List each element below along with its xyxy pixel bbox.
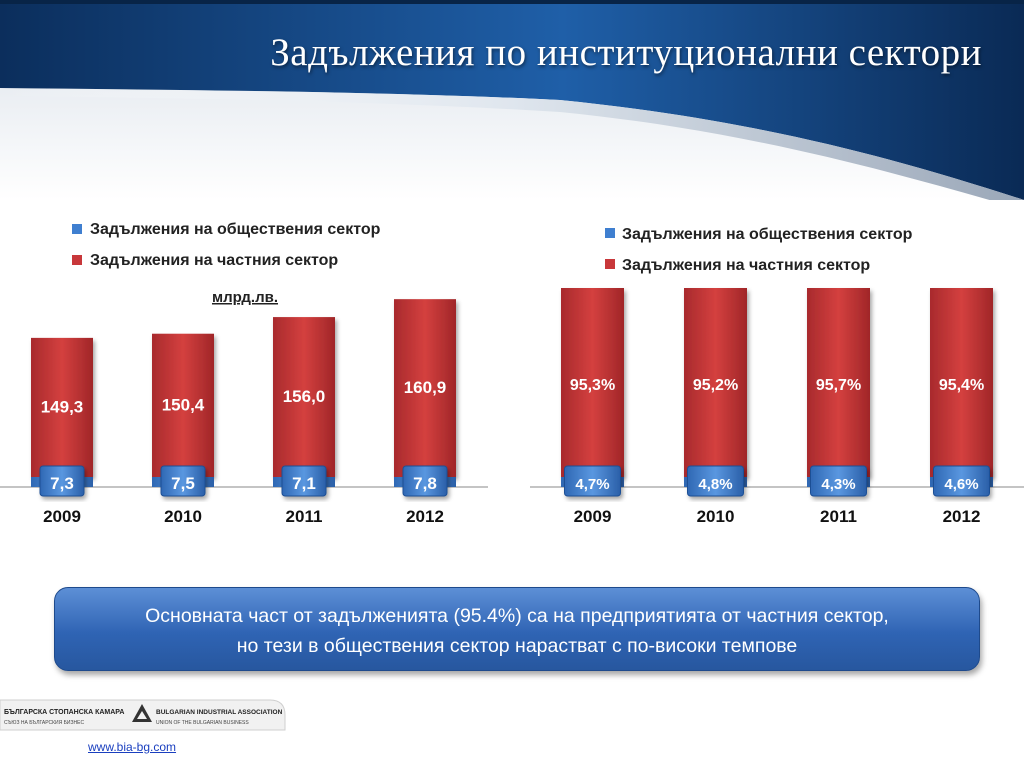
unit-label: млрд.лв. (212, 289, 278, 306)
legend-swatch-private (605, 259, 615, 269)
data-label-box-public-2011 (281, 465, 327, 497)
category-label-2010: 2010 (164, 507, 202, 526)
data-label-private-2010: 150,4 (162, 395, 205, 414)
legend-label-private: Задължения на частния сектор (622, 257, 870, 274)
category-label-2010: 2010 (697, 507, 735, 526)
website-link[interactable]: www.bia-bg.com (88, 740, 177, 754)
data-label-public-2012: 4,6% (944, 476, 978, 493)
bar-private-2009 (31, 337, 93, 477)
summary-callout: Основната част от задълженията (95.4%) с… (54, 587, 980, 671)
data-label-private-2009: 149,3 (41, 397, 84, 416)
data-label-box-public-2010 (687, 465, 744, 497)
data-label-private-2011: 156,0 (283, 387, 326, 406)
bar-private-2012 (394, 299, 456, 477)
chart-absolute: Задължения на обществения сектор Задълже… (0, 221, 488, 526)
legend-label-public: Задължения на обществения сектор (622, 226, 913, 243)
legend-label-public: Задължения на обществения сектор (90, 221, 381, 238)
data-label-box-public-2010 (160, 465, 206, 497)
data-label-public-2010: 7,5 (171, 474, 195, 493)
footer-logo-band: БЪЛГАРСКА СТОПАНСКА КАМАРА СЪЮЗ НА БЪЛГА… (0, 699, 286, 731)
bar-private-2010 (684, 288, 747, 477)
data-label-box-public-2012 (933, 465, 990, 497)
data-label-private-2011: 95,7% (816, 377, 861, 394)
callout-line-1: Основната част от задълженията (95.4%) с… (145, 605, 889, 627)
data-label-box-public-2009 (39, 465, 85, 497)
data-label-public-2009: 7,3 (50, 474, 74, 493)
org-name-en: BULGARIAN INDUSTRIAL ASSOCIATION (156, 709, 283, 716)
data-label-private-2012: 95,4% (939, 377, 984, 394)
bar-private-2009 (561, 288, 624, 477)
bar-private-2011 (273, 317, 335, 477)
category-label-2009: 2009 (574, 507, 612, 526)
bar-private-2010 (152, 333, 214, 477)
data-label-private-2010: 95,2% (693, 377, 738, 394)
category-label-2012: 2012 (406, 507, 444, 526)
data-label-public-2011: 7,1 (292, 474, 316, 493)
data-label-public-2012: 7,8 (413, 474, 437, 493)
category-label-2011: 2011 (286, 507, 323, 526)
org-name-bg: БЪЛГАРСКА СТОПАНСКА КАМАРА (4, 709, 124, 716)
callout-line-2: но тези в обществения сектор нарастват с… (236, 635, 798, 657)
data-label-public-2011: 4,3% (821, 476, 855, 493)
data-label-private-2012: 160,9 (404, 378, 447, 397)
category-label-2012: 2012 (943, 507, 981, 526)
legend-label-private: Задължения на частния сектор (90, 252, 338, 269)
org-subtitle-bg: СЪЮЗ НА БЪЛГАРСКИЯ БИЗНЕС (4, 720, 84, 726)
data-label-private-2009: 95,3% (570, 377, 615, 394)
page-title: Задължения по институционални сектори (270, 31, 982, 74)
data-label-box-public-2011 (810, 465, 867, 497)
legend-swatch-public (72, 224, 82, 234)
bia-emblem-icon (132, 704, 152, 722)
charts-area: Задължения на обществения сектор Задълже… (0, 221, 1024, 526)
data-label-box-public-2012 (402, 465, 448, 497)
legend-swatch-public (605, 228, 615, 238)
data-label-box-public-2009 (564, 465, 621, 497)
data-label-public-2010: 4,8% (698, 476, 732, 493)
data-label-public-2009: 4,7% (575, 476, 609, 493)
category-label-2011: 2011 (820, 507, 857, 526)
org-subtitle-en: UNION OF THE BULGARIAN BUSINESS (156, 720, 249, 726)
header-background (0, 0, 1024, 200)
legend-swatch-private (72, 255, 82, 265)
bar-private-2012 (930, 288, 993, 477)
category-label-2009: 2009 (43, 507, 81, 526)
bar-private-2011 (807, 288, 870, 477)
chart-percent: Задължения на обществения сектор Задълже… (530, 226, 1024, 526)
